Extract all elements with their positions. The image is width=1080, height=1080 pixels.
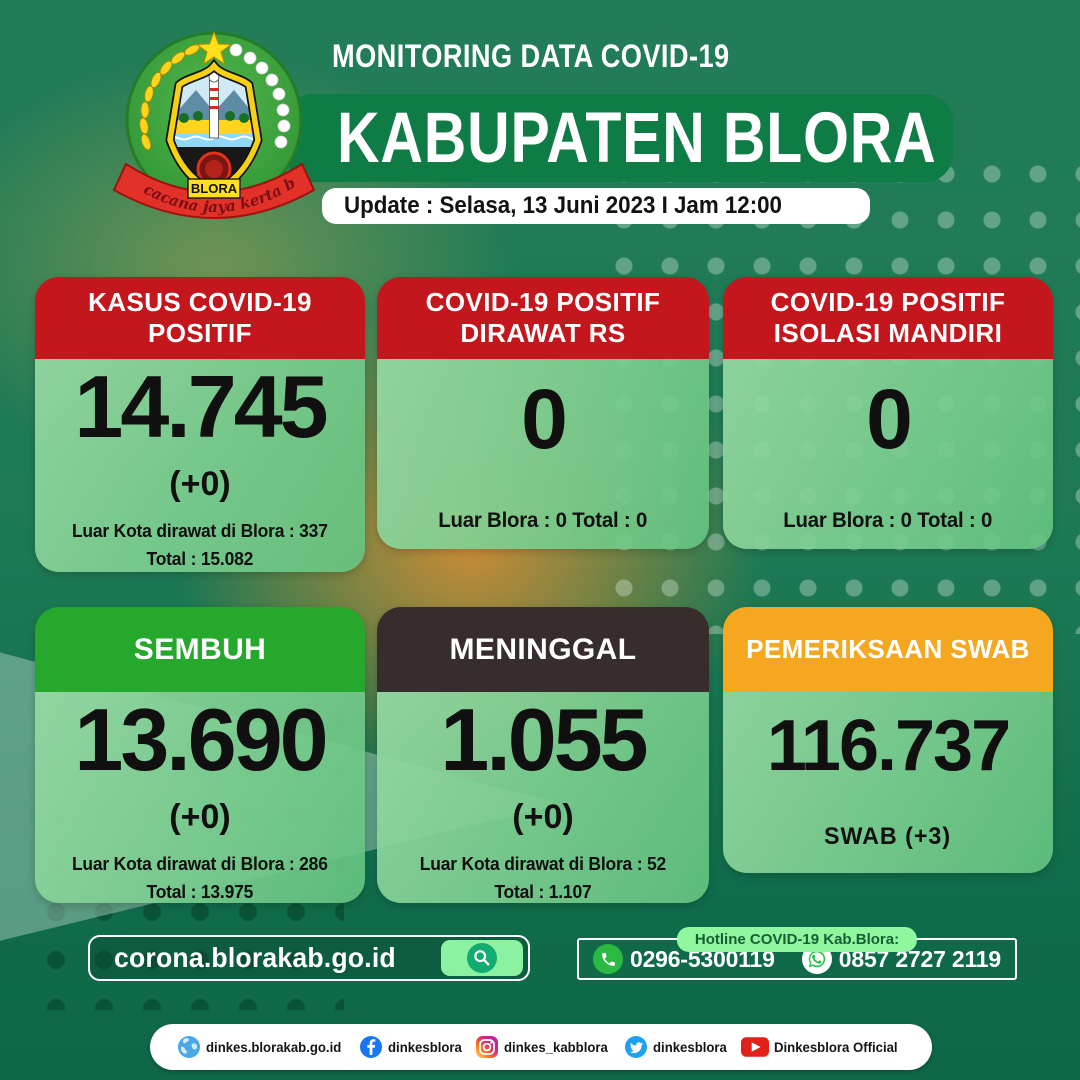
youtube-icon xyxy=(740,1037,769,1057)
stat-delta: (+0) xyxy=(169,798,231,836)
card-sembuh: SEMBUH 13.690 (+0) Luar Kota dirawat di … xyxy=(35,607,365,903)
search-button[interactable] xyxy=(441,940,523,976)
stat-note-line1: Luar Blora : 0 Total : 0 xyxy=(783,508,993,532)
hotline-label: Hotline COVID-19 Kab.Blora: xyxy=(676,927,918,952)
social-instagram-label: dinkes_kabblora xyxy=(504,1039,609,1055)
stat-note-line1: SWAB (+3) xyxy=(824,822,952,850)
card-meninggal-title: MENINGGAL xyxy=(377,607,709,692)
stat-delta: (+0) xyxy=(169,465,231,503)
card-isolasi-mandiri-title: COVID-19 POSITIF ISOLASI MANDIRI xyxy=(723,277,1053,359)
logo-label: BLORA xyxy=(191,181,238,196)
social-website-label: dinkes.blorakab.go.id xyxy=(205,1039,342,1055)
card-pemeriksaan-swab-title: PEMERIKSAAN SWAB xyxy=(723,607,1053,692)
search-icon xyxy=(467,943,497,973)
stat-notes: Luar Kota dirawat di Blora : 337 Total :… xyxy=(72,518,328,572)
social-website[interactable]: dinkes.blorakab.go.id xyxy=(177,1035,350,1059)
stat-value: 0 xyxy=(521,371,568,466)
stat-note-line1: Luar Kota dirawat di Blora : 337 xyxy=(72,521,328,541)
card-sembuh-body: 13.690 (+0) Luar Kota dirawat di Blora :… xyxy=(35,692,365,903)
social-youtube[interactable]: Dinkesblora Official xyxy=(740,1037,905,1057)
social-facebook-label: dinkesblora xyxy=(387,1039,462,1055)
stat-notes: SWAB (+3) xyxy=(824,818,951,855)
stat-note-line2: Total : 1.107 xyxy=(494,881,592,902)
instagram-icon xyxy=(475,1035,499,1059)
facebook-icon xyxy=(359,1035,383,1059)
title-band: KABUPATEN BLORA xyxy=(285,94,953,182)
stat-value: 14.745 xyxy=(74,357,328,456)
stat-value: 0 xyxy=(866,371,913,466)
card-kasus-positif: KASUS COVID-19 POSITIF 14.745 (+0) Luar … xyxy=(35,277,365,572)
stat-note-line1: Luar Blora : 0 Total : 0 xyxy=(438,508,648,532)
card-isolasi-mandiri-body: 0 Luar Blora : 0 Total : 0 xyxy=(723,359,1053,549)
website-url: corona.blorakab.go.id xyxy=(114,942,396,973)
social-facebook[interactable]: dinkesblora xyxy=(359,1035,467,1059)
card-dirawat-rs-title: COVID-19 POSITIF DIRAWAT RS xyxy=(377,277,709,359)
card-meninggal-body: 1.055 (+0) Luar Kota dirawat di Blora : … xyxy=(377,692,709,903)
stat-notes: Luar Kota dirawat di Blora : 286 Total :… xyxy=(72,851,328,903)
stat-value: 1.055 xyxy=(440,690,648,789)
stat-notes: Luar Blora : 0 Total : 0 xyxy=(784,505,993,538)
blora-seal-icon: BLORA cacana jaya kerta bhumi xyxy=(100,8,316,219)
stat-note-line1: Luar Kota dirawat di Blora : 286 xyxy=(72,854,328,874)
card-isolasi-mandiri: COVID-19 POSITIF ISOLASI MANDIRI 0 Luar … xyxy=(723,277,1053,549)
stat-delta: (+0) xyxy=(512,798,574,836)
card-dirawat-rs: COVID-19 POSITIF DIRAWAT RS 0 Luar Blora… xyxy=(377,277,709,549)
hotline-box: Hotline COVID-19 Kab.Blora: 0296-5300119… xyxy=(577,927,1017,980)
stat-value: 13.690 xyxy=(74,690,328,789)
social-instagram[interactable]: dinkes_kabblora xyxy=(475,1035,615,1059)
card-kasus-positif-title: KASUS COVID-19 POSITIF xyxy=(35,277,365,359)
twitter-icon xyxy=(624,1035,648,1059)
card-kasus-positif-body: 14.745 (+0) Luar Kota dirawat di Blora :… xyxy=(35,359,365,572)
stat-notes: Luar Blora : 0 Total : 0 xyxy=(439,505,648,538)
stat-value: 116.737 xyxy=(766,705,1011,786)
social-twitter-label: dinkesblora xyxy=(652,1039,727,1055)
stat-note-line2: Total : 13.975 xyxy=(146,881,254,902)
website-bar[interactable]: corona.blorakab.go.id xyxy=(88,935,530,981)
phone-icon xyxy=(593,944,623,974)
social-strip: dinkes.blorakab.go.id dinkesblora xyxy=(150,1024,932,1070)
stat-note-line1: Luar Kota dirawat di Blora : 52 xyxy=(419,854,667,874)
update-bar: Update : Selasa, 13 Juni 2023 I Jam 12:0… xyxy=(322,188,870,224)
social-twitter[interactable]: dinkesblora xyxy=(624,1035,732,1059)
card-pemeriksaan-swab: PEMERIKSAAN SWAB 116.737 SWAB (+3) xyxy=(723,607,1053,873)
social-youtube-label: Dinkesblora Official xyxy=(773,1039,898,1055)
card-pemeriksaan-swab-body: 116.737 SWAB (+3) xyxy=(723,692,1053,873)
blora-seal-logo: BLORA cacana jaya kerta bhumi xyxy=(100,8,320,234)
card-meninggal: MENINGGAL 1.055 (+0) Luar Kota dirawat d… xyxy=(377,607,709,903)
stat-note-line2: Total : 15.082 xyxy=(146,548,254,569)
globe-icon xyxy=(177,1035,201,1059)
card-sembuh-title: SEMBUH xyxy=(35,607,365,692)
header-supertitle: MONITORING DATA COVID-19 xyxy=(332,38,730,74)
update-text: Update : Selasa, 13 Juni 2023 I Jam 12:0… xyxy=(344,192,782,219)
stat-notes: Luar Kota dirawat di Blora : 52 Total : … xyxy=(420,851,666,903)
card-dirawat-rs-body: 0 Luar Blora : 0 Total : 0 xyxy=(377,359,709,549)
page-title: KABUPATEN BLORA xyxy=(337,98,937,178)
